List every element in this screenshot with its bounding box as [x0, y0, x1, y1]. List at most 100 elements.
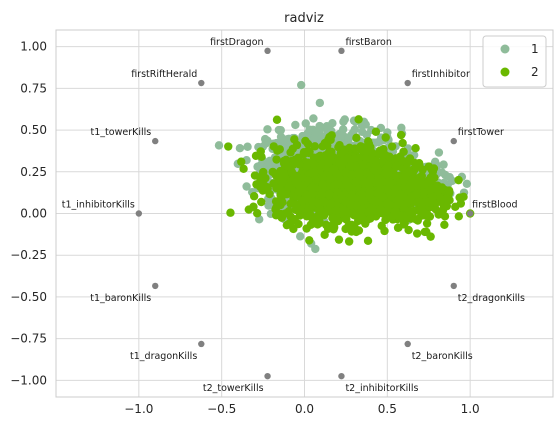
point-series-1 — [338, 125, 348, 134]
point-series-2 — [272, 115, 282, 124]
point-series-2 — [293, 173, 302, 182]
point-series-2 — [454, 212, 464, 221]
point-series-2 — [393, 195, 403, 205]
legend-label: 1 — [531, 42, 539, 56]
point-series-2 — [454, 175, 463, 185]
point-series-1 — [309, 114, 318, 123]
point-series-2 — [249, 192, 259, 201]
point-series-2 — [279, 190, 288, 199]
point-series-2 — [392, 171, 401, 180]
point-series-1 — [296, 80, 306, 90]
point-series-2 — [396, 130, 406, 140]
point-series-2 — [411, 215, 421, 224]
point-series-2 — [290, 155, 300, 165]
point-series-2 — [273, 146, 282, 155]
point-series-1 — [462, 179, 472, 188]
point-series-2 — [365, 187, 374, 197]
point-series-2 — [391, 154, 401, 163]
point-series-2 — [342, 215, 351, 224]
point-series-2 — [378, 147, 387, 156]
point-series-2 — [323, 206, 333, 215]
anchor-label: t1_baronKills — [90, 293, 151, 304]
point-series-1 — [243, 142, 252, 151]
plot-border — [55, 29, 554, 398]
point-series-2 — [341, 176, 350, 185]
point-series-1 — [242, 182, 251, 191]
point-series-2 — [301, 136, 310, 146]
anchor-point — [198, 79, 205, 87]
point-series-2 — [326, 199, 336, 209]
point-series-2 — [442, 201, 452, 211]
point-series-2 — [377, 221, 386, 231]
x-tick-label: 0.5 — [378, 402, 397, 416]
point-series-1 — [439, 160, 448, 169]
point-series-2 — [357, 145, 366, 154]
data-points — [214, 80, 475, 254]
point-series-1 — [276, 126, 285, 135]
anchor-label: firstTower — [458, 127, 504, 138]
point-series-2 — [363, 236, 373, 246]
point-series-2 — [382, 170, 392, 179]
point-series-2 — [337, 191, 346, 200]
point-series-1 — [311, 128, 321, 137]
point-series-2 — [410, 158, 419, 168]
point-series-2 — [344, 182, 353, 192]
point-series-2 — [293, 204, 303, 213]
point-series-2 — [276, 197, 285, 207]
point-series-2 — [444, 186, 454, 195]
point-series-2 — [326, 135, 335, 145]
point-series-2 — [354, 115, 363, 124]
point-series-2 — [347, 170, 357, 180]
x-tick-label: −0.5 — [207, 402, 236, 416]
point-series-2 — [400, 218, 409, 228]
point-series-1 — [263, 125, 272, 134]
point-series-2 — [387, 142, 397, 151]
legend-marker — [500, 67, 510, 77]
point-series-2 — [419, 188, 428, 197]
point-series-2 — [310, 168, 319, 177]
y-tick-label: 0.75 — [20, 81, 47, 95]
point-series-2 — [422, 219, 432, 228]
point-series-2 — [310, 142, 320, 151]
y-axis: 1.00 0.75 0.50 0.25 0.00 −0.25 −0.50 −0.75 −1.00 — [10, 40, 47, 388]
point-series-2 — [398, 138, 407, 148]
point-series-2 — [318, 179, 327, 189]
point-series-2 — [350, 144, 360, 153]
point-series-2 — [347, 227, 356, 236]
point-series-2 — [334, 142, 343, 152]
anchor-point — [264, 372, 271, 380]
point-series-1 — [434, 148, 444, 157]
point-series-2 — [440, 212, 450, 221]
y-tick-label: 1.00 — [20, 40, 47, 54]
point-series-1 — [276, 132, 286, 142]
point-series-2 — [262, 183, 272, 192]
point-series-2 — [280, 172, 289, 181]
point-series-2 — [332, 206, 341, 215]
point-series-2 — [381, 133, 390, 142]
point-series-1 — [291, 120, 300, 130]
point-series-1 — [315, 121, 324, 131]
point-series-2 — [405, 166, 414, 176]
point-series-2 — [323, 222, 333, 231]
point-series-2 — [288, 144, 298, 153]
point-series-2 — [298, 181, 307, 190]
anchor-point — [466, 210, 474, 217]
point-series-2 — [407, 176, 417, 185]
point-series-2 — [314, 206, 324, 216]
anchor-label: firstBaron — [345, 37, 391, 48]
point-series-2 — [412, 229, 422, 238]
legend: 12 — [482, 35, 547, 88]
anchor-point — [404, 79, 411, 87]
point-series-2 — [346, 162, 355, 171]
point-series-1 — [261, 136, 270, 145]
point-series-2 — [334, 216, 343, 226]
point-series-2 — [429, 164, 439, 173]
point-series-2 — [431, 184, 440, 193]
point-series-2 — [391, 206, 400, 216]
anchor-point — [338, 47, 345, 55]
anchor-label: t1_dragonKills — [130, 351, 197, 362]
point-series-2 — [412, 189, 421, 199]
anchor-point — [198, 340, 205, 348]
point-series-2 — [224, 142, 233, 151]
point-series-2 — [364, 139, 374, 149]
